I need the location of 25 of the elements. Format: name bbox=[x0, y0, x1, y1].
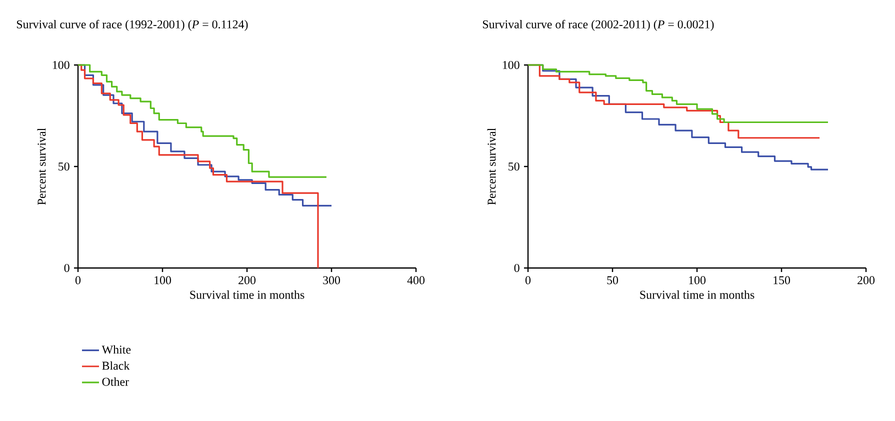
y-axis-title: Percent survival bbox=[37, 128, 46, 205]
x-tick-label: 100 bbox=[154, 276, 172, 284]
x-tick-label: 200 bbox=[238, 276, 256, 284]
y-tick-label: 50 bbox=[508, 162, 520, 171]
x-tick-label: 200 bbox=[858, 276, 875, 284]
x-axis-title: Survival time in months bbox=[640, 290, 754, 299]
x-tick-label: 300 bbox=[323, 276, 340, 284]
y-axis-title: Percent survival bbox=[487, 128, 496, 205]
x-axis-title: Survival time in months bbox=[190, 290, 304, 299]
y-tick-label: 50 bbox=[58, 162, 70, 171]
y-tick-label: 100 bbox=[52, 60, 70, 70]
y-tick-label: 0 bbox=[64, 264, 70, 272]
legend-label: Black bbox=[102, 361, 130, 370]
legend-label: White bbox=[102, 345, 131, 354]
x-tick-label: 150 bbox=[774, 276, 790, 284]
x-tick-label: 50 bbox=[607, 276, 618, 284]
legend-label: Other bbox=[102, 377, 129, 386]
chart-title: Survival curve of race (1992-2001) (P = 0.1124) bbox=[16, 20, 248, 31]
x-tick-label: 0 bbox=[525, 276, 531, 284]
x-tick-label: 400 bbox=[407, 276, 425, 284]
chart-title: Survival curve of race (2002-2011) (P = 0.0021) bbox=[482, 20, 714, 31]
y-tick-label: 0 bbox=[514, 264, 520, 272]
x-tick-label: 100 bbox=[689, 276, 706, 284]
x-tick-label: 0 bbox=[75, 276, 81, 284]
y-tick-label: 100 bbox=[502, 60, 520, 70]
